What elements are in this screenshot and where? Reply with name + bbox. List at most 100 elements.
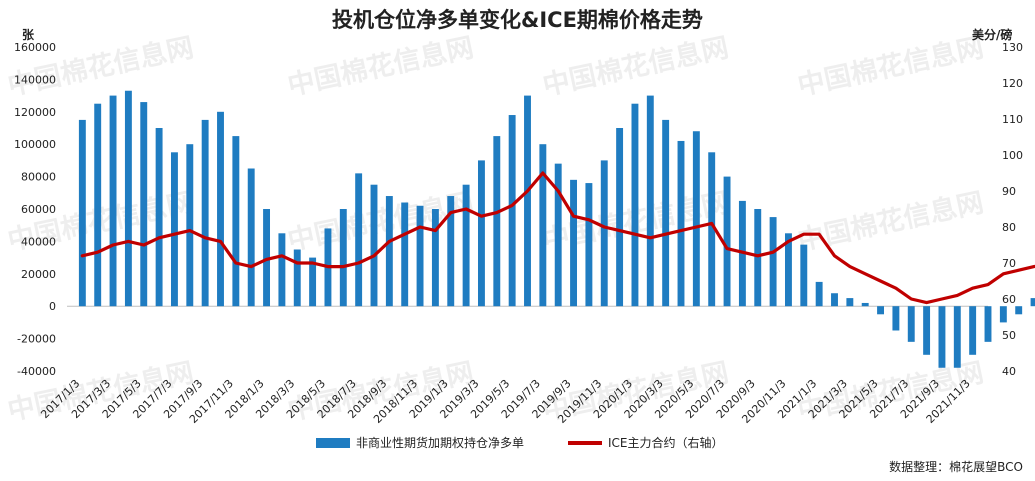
y-left-tick-label: -20000 (17, 333, 56, 346)
watermark-text: 中国棉花信息网 (795, 31, 987, 102)
bar (631, 103, 639, 307)
bar (692, 131, 700, 307)
y-left-tick-label: 120000 (14, 106, 56, 119)
y-left-tick-label: 80000 (21, 171, 56, 184)
bar (416, 205, 424, 307)
bar (370, 184, 378, 307)
bar (877, 306, 885, 315)
bar (247, 168, 255, 307)
bar (493, 136, 501, 307)
bar (554, 163, 562, 307)
bar (293, 249, 301, 307)
bar (355, 173, 363, 307)
y-left-tick-label: 100000 (14, 138, 56, 151)
y-right-tick-label: 100 (1002, 149, 1023, 162)
bar (263, 209, 271, 307)
bar (1030, 298, 1035, 307)
bar (999, 306, 1007, 323)
y-left-tick-label: 60000 (21, 203, 56, 216)
legend-swatch-bars (316, 437, 350, 448)
bar (953, 306, 961, 368)
watermark-text: 中国棉花信息网 (285, 31, 477, 102)
y-left-tick-label: 40000 (21, 235, 56, 248)
bar (923, 306, 931, 355)
bar (616, 128, 624, 307)
y-right-tick-label: 110 (1002, 113, 1023, 126)
bar (462, 184, 470, 307)
bar (754, 209, 762, 307)
bar (800, 244, 808, 307)
chart-title: 投机仓位净多单变化&ICE期棉价格走势 (332, 8, 703, 32)
legend-label-line: ICE主力合约（右轴） (608, 436, 724, 450)
bar (170, 152, 178, 307)
bar (708, 152, 716, 307)
y-right-tick-label: 130 (1002, 41, 1023, 54)
bar (339, 209, 347, 307)
bar (600, 160, 608, 307)
y-left-tick-label: -40000 (17, 365, 56, 378)
bar-series (78, 90, 1035, 368)
y-right-tick-label: 70 (1002, 257, 1016, 270)
y-right-tick-label: 120 (1002, 77, 1023, 90)
bar (232, 136, 240, 307)
y-left-tick-label: 140000 (14, 73, 56, 86)
series-line (80, 171, 1035, 305)
bar (831, 293, 838, 307)
bar (969, 306, 977, 355)
y-left-tick-label: 0 (49, 300, 56, 313)
bar (431, 209, 439, 307)
data-source-credit: 数据整理：棉花展望BCO (889, 460, 1023, 474)
bar (94, 103, 102, 307)
bar (938, 306, 946, 368)
legend-item-line: ICE主力合约（右轴） (568, 434, 724, 451)
bar (309, 257, 317, 307)
watermark-text: 中国棉花信息网 (540, 31, 732, 102)
bar (723, 176, 731, 307)
bar (217, 111, 224, 307)
bar (401, 202, 409, 307)
bar (78, 119, 86, 307)
bar (155, 128, 163, 307)
left-axis-unit: 张 (22, 28, 35, 42)
y-right-tick-label: 90 (1002, 185, 1016, 198)
bar (892, 306, 900, 331)
line-series (80, 171, 1035, 305)
bar (769, 217, 777, 307)
bar (140, 102, 148, 307)
bar (846, 298, 854, 307)
y-right-tick-label: 60 (1002, 293, 1016, 306)
watermark-text: 中国棉花信息网 (795, 186, 987, 257)
bar (124, 90, 132, 307)
legend-item-bars: 非商业性期货加期权持仓净多单 (316, 434, 524, 451)
legend-label-bars: 非商业性期货加期权持仓净多单 (356, 436, 525, 450)
bar (201, 119, 209, 307)
bar (186, 144, 194, 307)
y-axis-right: 40 50 60 70 80 90 100 110 120 130 (1002, 41, 1023, 378)
y-right-tick-label: 50 (1002, 329, 1016, 342)
bar (447, 196, 455, 307)
legend: 非商业性期货加期权持仓净多单 ICE主力合约（右轴） (316, 434, 768, 451)
bar (662, 119, 670, 307)
y-left-tick-label: 20000 (21, 268, 56, 281)
y-axis-left: -40000 -20000 0 20000 40000 60000 80000 100000 1… (14, 41, 56, 378)
bar (585, 183, 593, 307)
y-left-tick-label: 160000 (14, 41, 56, 54)
bar (570, 179, 578, 307)
bar (815, 281, 823, 307)
bar (907, 306, 915, 342)
bar (539, 144, 547, 307)
bar (477, 160, 485, 307)
bar (278, 233, 286, 307)
bar (1015, 306, 1023, 315)
bar (385, 196, 393, 307)
bar (646, 95, 654, 307)
bar (524, 95, 531, 307)
bar (677, 140, 685, 307)
bar (109, 95, 117, 307)
bar (861, 302, 869, 307)
right-axis-unit: 美分/磅 (972, 28, 1013, 42)
y-right-tick-label: 80 (1002, 221, 1016, 234)
bar (784, 233, 792, 307)
legend-swatch-line (568, 440, 603, 445)
